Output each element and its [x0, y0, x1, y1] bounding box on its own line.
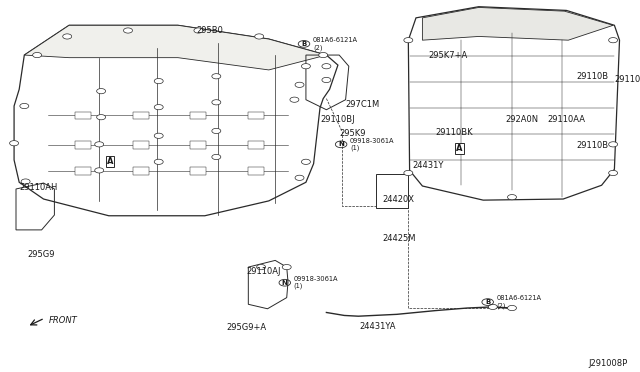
FancyBboxPatch shape — [133, 141, 148, 149]
FancyBboxPatch shape — [191, 167, 206, 175]
Circle shape — [301, 64, 310, 69]
Circle shape — [404, 170, 413, 176]
Circle shape — [508, 195, 516, 200]
Text: FRONT: FRONT — [49, 316, 77, 325]
Text: 295K7+A: 295K7+A — [429, 51, 468, 60]
Text: 24431YA: 24431YA — [359, 322, 396, 331]
Text: 295G9+A: 295G9+A — [227, 323, 266, 332]
Circle shape — [212, 74, 221, 79]
Text: 29110BJ: 29110BJ — [320, 115, 355, 124]
Text: J291008P: J291008P — [588, 359, 627, 368]
Circle shape — [295, 82, 304, 87]
FancyBboxPatch shape — [248, 112, 264, 119]
Circle shape — [212, 154, 221, 160]
Circle shape — [63, 34, 72, 39]
FancyBboxPatch shape — [133, 112, 148, 119]
Text: 292A0N: 292A0N — [506, 115, 539, 124]
Circle shape — [257, 264, 266, 270]
Circle shape — [21, 179, 30, 184]
Text: 297C1M: 297C1M — [346, 100, 380, 109]
Circle shape — [97, 89, 106, 94]
Text: B: B — [485, 299, 490, 305]
Text: 24420X: 24420X — [383, 195, 415, 203]
Polygon shape — [24, 25, 326, 70]
Text: 09918-3061A
(1): 09918-3061A (1) — [350, 138, 395, 151]
Text: 295B0: 295B0 — [196, 26, 223, 35]
Circle shape — [154, 105, 163, 110]
Circle shape — [212, 128, 221, 134]
Circle shape — [319, 52, 328, 58]
Circle shape — [488, 304, 497, 310]
Circle shape — [124, 28, 132, 33]
Circle shape — [20, 103, 29, 109]
FancyBboxPatch shape — [248, 141, 264, 149]
Text: B: B — [301, 41, 307, 47]
Text: 24431Y: 24431Y — [413, 161, 444, 170]
Text: 24425M: 24425M — [383, 234, 416, 243]
FancyBboxPatch shape — [248, 167, 264, 175]
FancyBboxPatch shape — [191, 112, 206, 119]
Text: 29110B: 29110B — [576, 141, 608, 150]
FancyBboxPatch shape — [191, 141, 206, 149]
Text: N: N — [338, 141, 344, 147]
Circle shape — [508, 305, 516, 311]
Circle shape — [404, 38, 413, 43]
Polygon shape — [422, 7, 613, 40]
Circle shape — [295, 175, 304, 180]
Circle shape — [97, 115, 106, 120]
Circle shape — [95, 142, 104, 147]
Circle shape — [282, 264, 291, 270]
Circle shape — [154, 78, 163, 84]
Circle shape — [154, 159, 163, 164]
Circle shape — [301, 159, 310, 164]
Circle shape — [10, 141, 19, 146]
Text: 09918-3061A
(1): 09918-3061A (1) — [294, 276, 339, 289]
Circle shape — [212, 100, 221, 105]
Circle shape — [609, 142, 618, 147]
Text: 295G9: 295G9 — [28, 250, 55, 259]
Circle shape — [322, 64, 331, 69]
Circle shape — [290, 97, 299, 102]
Text: A: A — [107, 157, 113, 166]
Text: 29110AH: 29110AH — [19, 183, 58, 192]
FancyBboxPatch shape — [76, 167, 92, 175]
Circle shape — [33, 52, 42, 58]
Text: N: N — [282, 280, 288, 286]
Circle shape — [95, 168, 104, 173]
FancyBboxPatch shape — [133, 167, 148, 175]
FancyBboxPatch shape — [76, 141, 92, 149]
Text: 29110B: 29110B — [614, 76, 640, 84]
Text: 29110B: 29110B — [576, 72, 608, 81]
FancyBboxPatch shape — [76, 112, 92, 119]
Text: A: A — [456, 144, 463, 153]
Text: 081A6-6121A
(2): 081A6-6121A (2) — [497, 295, 541, 309]
Text: 295K9: 295K9 — [339, 129, 365, 138]
Text: 081A6-6121A
(2): 081A6-6121A (2) — [313, 37, 358, 51]
Text: 29110AA: 29110AA — [547, 115, 585, 124]
Circle shape — [255, 34, 264, 39]
Circle shape — [194, 28, 203, 33]
Circle shape — [609, 38, 618, 43]
Text: 29110AJ: 29110AJ — [246, 267, 281, 276]
Text: 29110BK: 29110BK — [435, 128, 473, 137]
Circle shape — [154, 133, 163, 138]
Circle shape — [322, 77, 331, 83]
Circle shape — [609, 170, 618, 176]
